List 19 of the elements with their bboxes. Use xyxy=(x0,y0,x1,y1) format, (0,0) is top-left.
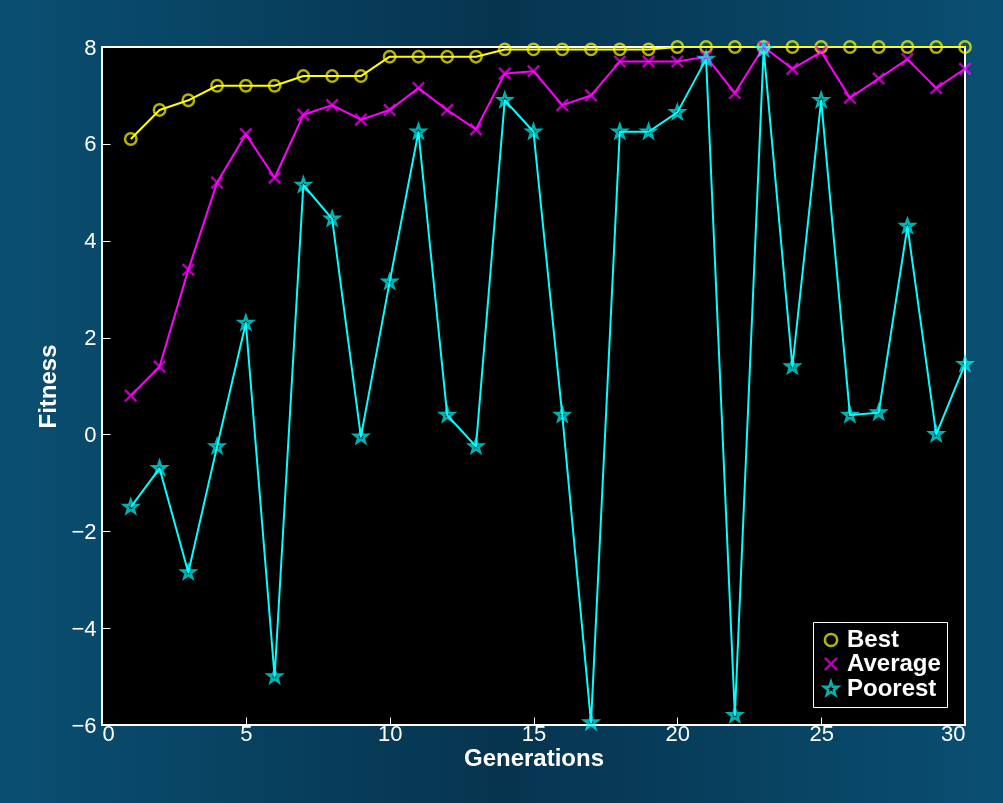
x-axis-title: Generations xyxy=(463,743,605,771)
x-tick-label: 0 xyxy=(102,720,115,746)
x-tick-label: 10 xyxy=(377,720,403,746)
y-tick-label: 8 xyxy=(84,34,97,60)
x-tick-label: 5 xyxy=(240,720,253,746)
y-axis-title: Fitness xyxy=(34,344,62,429)
legend-label: Best xyxy=(847,625,900,652)
x-tick-label: 20 xyxy=(665,720,691,746)
y-tick-label: 0 xyxy=(84,421,97,447)
y-tick-label: −4 xyxy=(71,615,97,641)
x-tick-label: 25 xyxy=(809,720,834,746)
x-tick-label: 30 xyxy=(941,720,966,746)
y-tick-label: −6 xyxy=(71,712,97,738)
legend-label: Average xyxy=(847,649,941,676)
x-tick-label: 15 xyxy=(521,720,547,746)
y-tick-label: 4 xyxy=(84,228,97,254)
y-tick-label: 6 xyxy=(84,131,97,157)
y-tick-label: 2 xyxy=(84,325,97,351)
y-tick-label: −2 xyxy=(71,518,97,544)
